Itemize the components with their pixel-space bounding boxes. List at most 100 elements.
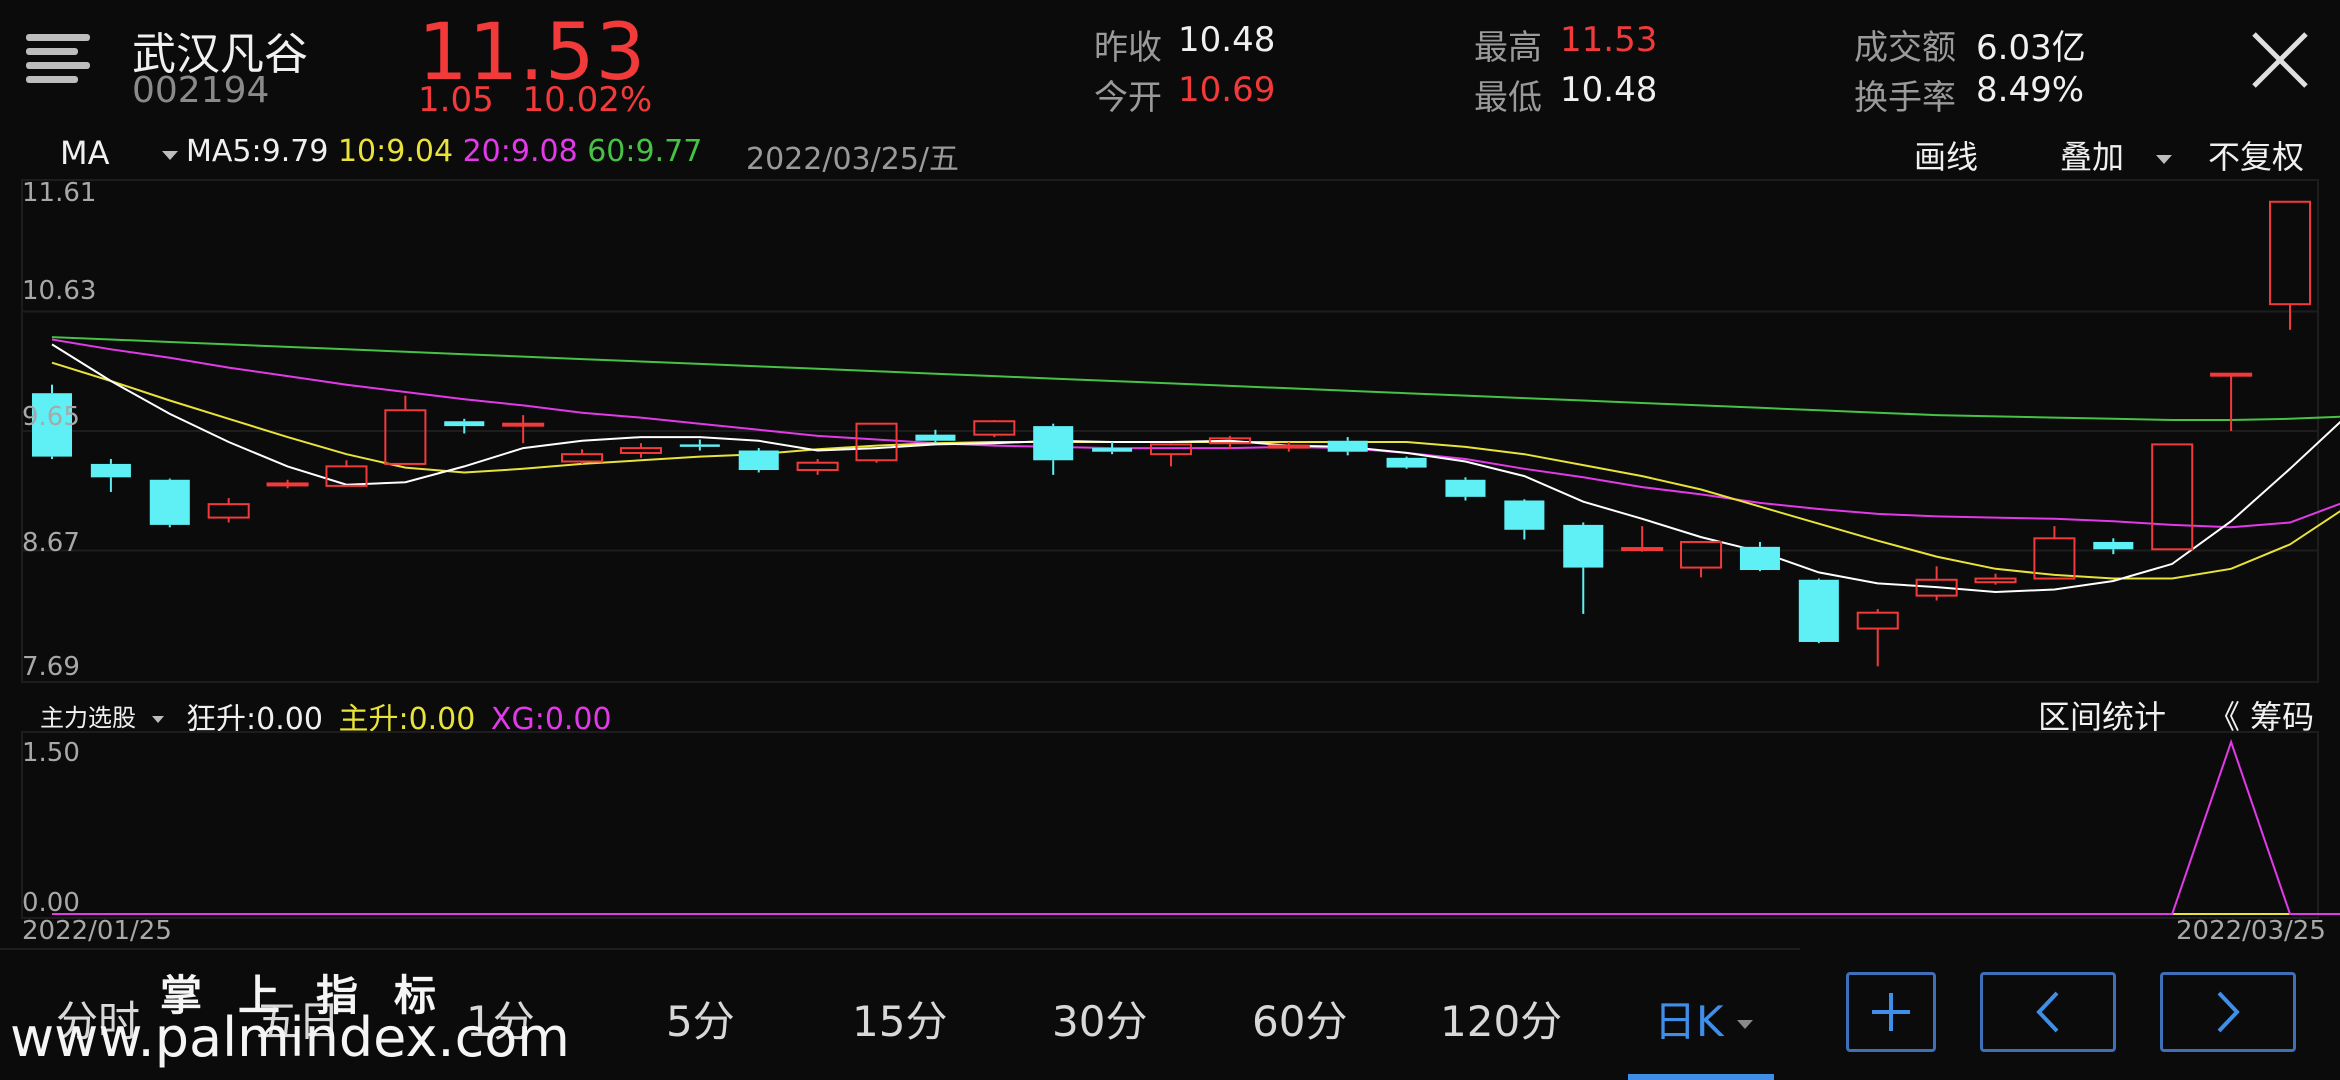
candle-body: [1149, 443, 1193, 456]
turnover-label: 换手率: [1854, 78, 1956, 118]
tab-daily-k-label: 日K: [1654, 997, 1724, 1046]
candle: [266, 479, 309, 489]
candles: [31, 200, 2312, 667]
candle-body: [1798, 579, 1839, 642]
candle-body: [1386, 457, 1427, 468]
chips-button[interactable]: 《 筹码: [2208, 698, 2315, 736]
tab-intraday[interactable]: 分时: [56, 997, 141, 1046]
y-axis-label: 11.61: [22, 178, 97, 208]
draw-line-button[interactable]: 画线: [1914, 138, 1979, 176]
candle-body: [325, 465, 368, 487]
tab-120min[interactable]: 120分: [1440, 997, 1563, 1046]
candle-body: [90, 463, 131, 478]
zoom-in-button[interactable]: [1846, 972, 1936, 1052]
candle: [444, 418, 485, 434]
indicator2-select[interactable]: 主力选股: [40, 698, 164, 733]
range-stats-button[interactable]: 区间统计: [2038, 698, 2167, 736]
candle-body: [2093, 541, 2134, 550]
candle: [796, 459, 839, 475]
close-icon[interactable]: [2250, 30, 2310, 90]
candle-body: [266, 482, 309, 487]
amount-value: 6.03亿: [1976, 28, 2086, 68]
indicator-y-top: 1.50: [22, 738, 80, 768]
ma60-label: 60:: [587, 134, 636, 169]
indicator2-name: 主力选股: [40, 704, 136, 732]
ma60-value: 9.77: [635, 134, 703, 169]
candle: [1504, 499, 1545, 540]
turnover-value: 8.49%: [1976, 70, 2085, 110]
candle-body: [149, 479, 190, 525]
next-button[interactable]: [2160, 972, 2296, 1052]
tab-30min[interactable]: 30分: [1052, 997, 1148, 1046]
prev-button[interactable]: [1980, 972, 2116, 1052]
candle: [31, 384, 73, 460]
tab-15min[interactable]: 15分: [852, 997, 948, 1046]
candle: [1092, 441, 1133, 455]
candle: [207, 498, 250, 523]
candle: [1386, 456, 1427, 469]
candle: [2268, 200, 2312, 330]
indicator-frame: [21, 731, 2319, 919]
candle-body: [1680, 540, 1723, 569]
candle-body: [1445, 479, 1486, 497]
candle-body: [1504, 500, 1545, 530]
candle-body: [738, 450, 779, 471]
stock-name: 武汉凡谷: [132, 29, 308, 80]
candle-body: [915, 434, 956, 441]
candle: [1798, 578, 1839, 644]
chevron-down-icon: [1736, 1020, 1753, 1029]
high-value: 11.53: [1560, 20, 1658, 60]
ma5-line: [51, 343, 2340, 594]
candle-body: [1974, 577, 2017, 584]
ma5-label: MA5:: [186, 134, 262, 169]
y-axis-label: 10.63: [22, 276, 97, 306]
candle-body: [207, 503, 250, 519]
kline-chart[interactable]: [0, 178, 2340, 688]
candle-body: [31, 393, 73, 457]
ma60-line: [51, 336, 2340, 421]
stock-code: 002194: [132, 70, 270, 111]
candle-body: [1856, 611, 1899, 630]
current-price: 11.53: [418, 8, 647, 98]
candle: [1208, 435, 1251, 450]
candle: [915, 429, 956, 444]
open-value: 10.69: [1178, 70, 1276, 110]
ma20-value: 9.08: [510, 134, 578, 169]
menu-icon[interactable]: [26, 30, 90, 86]
divider: [0, 948, 1800, 950]
candle: [1621, 526, 1664, 552]
change-percent: 10.02%: [522, 80, 653, 120]
candle: [1563, 522, 1604, 614]
tab-five-day[interactable]: 五日: [256, 997, 341, 1046]
watermark-title: 掌上指标: [160, 971, 473, 1020]
candle: [1033, 423, 1074, 475]
candle-body: [1092, 448, 1133, 452]
adjust-select[interactable]: 不复权: [2208, 138, 2305, 176]
tab-60min[interactable]: 60分: [1252, 997, 1348, 1046]
candle: [384, 395, 427, 465]
candle: [1680, 540, 1723, 578]
candle-body: [1739, 546, 1780, 571]
chevron-down-icon: [151, 715, 164, 723]
candle: [679, 439, 720, 451]
ma10-value: 9.04: [386, 134, 454, 169]
watermark-url: www.palmindex.com: [10, 1006, 570, 1069]
candle-body: [1208, 437, 1251, 445]
ma20-label: 20:: [462, 134, 511, 169]
candle: [149, 478, 190, 528]
candle: [738, 448, 779, 473]
ma5-value: 9.79: [261, 134, 329, 169]
overlay-select[interactable]: 叠加: [2060, 132, 2173, 178]
y-axis-label: 8.67: [22, 528, 80, 558]
tab-5min[interactable]: 5分: [666, 997, 735, 1046]
indicator-select[interactable]: MA: [60, 134, 178, 172]
tab-daily-k[interactable]: 日K: [1654, 988, 1753, 1049]
candle-body: [502, 422, 545, 427]
candle: [1445, 477, 1486, 501]
candle: [1856, 609, 1899, 667]
candle: [325, 460, 368, 487]
ma20-line: [51, 338, 2340, 529]
candle-body: [561, 453, 604, 463]
tab-1min[interactable]: 1分: [466, 997, 535, 1046]
indicator-grid: [21, 731, 2319, 919]
